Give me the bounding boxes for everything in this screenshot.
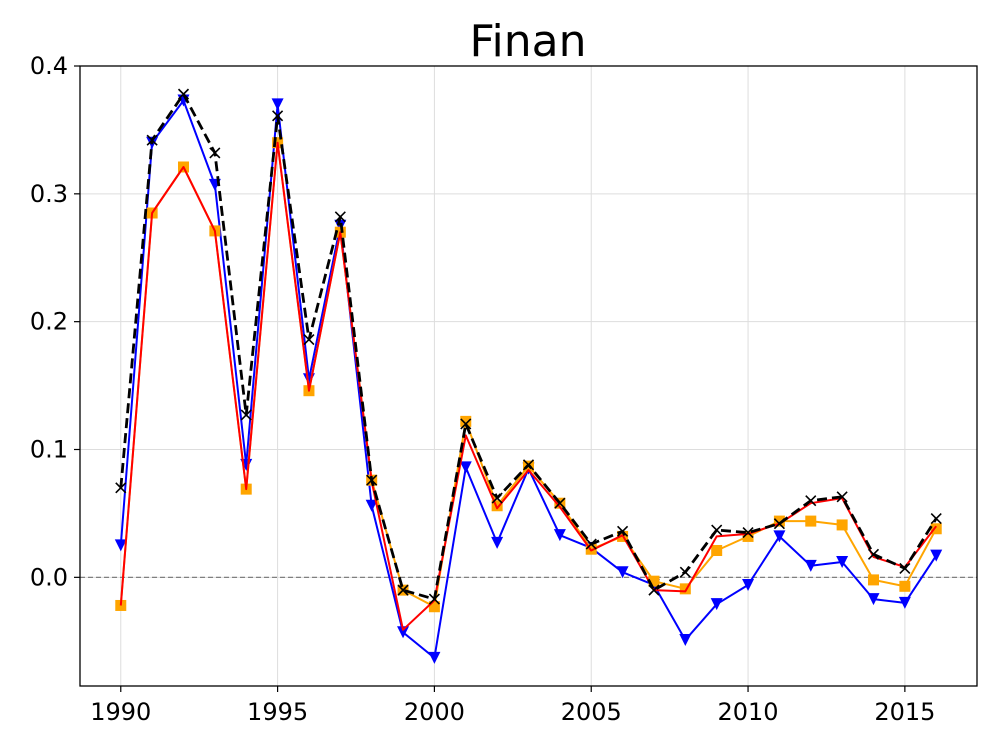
series-4-point xyxy=(334,211,346,223)
series-4-point xyxy=(272,110,284,122)
x-tick-label: 2015 xyxy=(874,698,935,726)
series-1-point xyxy=(616,566,629,579)
series-2-point xyxy=(773,515,785,527)
series-4-point xyxy=(805,495,817,507)
x-tick-label: 2010 xyxy=(718,698,779,726)
series-1-point xyxy=(930,549,943,562)
series-4-point xyxy=(648,584,660,596)
series-1-point xyxy=(773,530,786,543)
series-1-point xyxy=(271,98,284,111)
series-group xyxy=(114,88,943,664)
series-4-point xyxy=(867,548,880,560)
series-1-point xyxy=(804,559,817,572)
series-1-point xyxy=(365,499,378,512)
series-4-point xyxy=(146,134,158,146)
series-2-point xyxy=(648,575,660,587)
series-2-point xyxy=(930,523,942,535)
series-2-point xyxy=(428,601,440,613)
series-2-point xyxy=(742,530,754,542)
series-1-point xyxy=(836,556,849,568)
x-tick-label: 1995 xyxy=(247,698,308,726)
series-4-point xyxy=(711,524,723,536)
series-2-point xyxy=(899,580,911,592)
series-1-point xyxy=(679,633,692,646)
y-tick-label: 0.0 xyxy=(30,563,68,591)
series-4-point xyxy=(209,147,221,159)
series-4-point xyxy=(899,562,911,574)
series-4-point xyxy=(836,491,848,503)
series-4-point xyxy=(679,566,691,578)
y-tick-label: 0.1 xyxy=(30,436,68,464)
x-tick-label: 2000 xyxy=(404,698,465,726)
series-4-point xyxy=(240,409,252,421)
series-4-point xyxy=(742,527,754,539)
series-1-point xyxy=(742,579,755,592)
series-2-point xyxy=(805,515,817,527)
series-4-point xyxy=(773,518,785,530)
series-2-point xyxy=(460,415,472,427)
series-1-point xyxy=(397,626,410,639)
series-4-point xyxy=(491,492,503,504)
x-tick-label: 1990 xyxy=(90,698,151,726)
series-1-point xyxy=(553,529,566,542)
y-tick-label: 0.3 xyxy=(30,180,68,208)
chart-title: Finan xyxy=(469,16,586,67)
plot-frame xyxy=(79,65,978,687)
y-tick-label: 0.2 xyxy=(30,308,68,336)
series-4-point xyxy=(428,593,440,605)
series-4-point xyxy=(585,538,597,550)
series-4-point xyxy=(397,584,409,596)
series-2-point xyxy=(679,583,691,595)
series-4-point xyxy=(115,482,127,494)
series-4-point xyxy=(177,88,190,100)
series-4-point xyxy=(366,474,378,486)
series-1-point xyxy=(428,651,441,664)
series-4-point xyxy=(554,497,566,509)
x-tick-label: 2005 xyxy=(561,698,622,726)
series-1-point xyxy=(898,596,911,609)
series-1-point xyxy=(491,536,504,549)
series-2-point xyxy=(491,500,503,512)
series-2-point xyxy=(868,574,879,586)
series-1-point xyxy=(867,593,880,606)
axes: 1990 1995 2000 2005 2010 2015 0.0 0.1 0.2 0.3 0.4 xyxy=(30,52,936,726)
series-1-point xyxy=(459,461,472,474)
series-1-point xyxy=(114,539,127,552)
series-1-point xyxy=(710,598,723,611)
series-4-point xyxy=(460,418,472,430)
series-4-point xyxy=(617,525,629,537)
series-2-point xyxy=(711,544,723,556)
series-4-point xyxy=(522,459,535,471)
y-tick-label: 0.4 xyxy=(30,52,68,80)
series-4-point xyxy=(303,334,315,346)
series-4-point xyxy=(930,512,942,525)
series-2-point xyxy=(836,519,848,531)
